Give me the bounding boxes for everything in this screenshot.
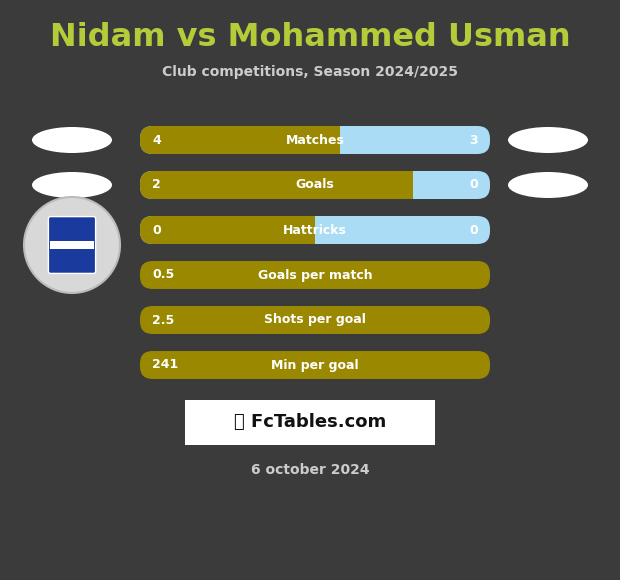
Text: Shots per goal: Shots per goal bbox=[264, 314, 366, 327]
Text: 0: 0 bbox=[469, 179, 478, 191]
Text: 6 october 2024: 6 october 2024 bbox=[250, 463, 370, 477]
FancyBboxPatch shape bbox=[140, 216, 490, 244]
Text: 📊 FcTables.com: 📊 FcTables.com bbox=[234, 414, 386, 432]
Text: Matches: Matches bbox=[286, 133, 345, 147]
Text: 0.5: 0.5 bbox=[152, 269, 174, 281]
Text: 4: 4 bbox=[152, 133, 161, 147]
Circle shape bbox=[24, 197, 120, 293]
FancyBboxPatch shape bbox=[185, 400, 435, 445]
FancyBboxPatch shape bbox=[140, 351, 490, 379]
FancyBboxPatch shape bbox=[140, 171, 490, 199]
Ellipse shape bbox=[32, 127, 112, 153]
Text: Goals: Goals bbox=[296, 179, 334, 191]
Text: Min per goal: Min per goal bbox=[271, 358, 359, 372]
Text: 0: 0 bbox=[152, 223, 161, 237]
FancyBboxPatch shape bbox=[140, 216, 490, 244]
FancyBboxPatch shape bbox=[140, 126, 490, 154]
FancyBboxPatch shape bbox=[140, 126, 490, 154]
FancyBboxPatch shape bbox=[140, 261, 490, 289]
Text: Nidam vs Mohammed Usman: Nidam vs Mohammed Usman bbox=[50, 23, 570, 53]
Text: 3: 3 bbox=[469, 133, 478, 147]
FancyBboxPatch shape bbox=[140, 171, 490, 199]
FancyBboxPatch shape bbox=[140, 306, 490, 334]
Text: 0: 0 bbox=[469, 223, 478, 237]
Text: Hattricks: Hattricks bbox=[283, 223, 347, 237]
Text: Club competitions, Season 2024/2025: Club competitions, Season 2024/2025 bbox=[162, 65, 458, 79]
Text: Goals per match: Goals per match bbox=[258, 269, 373, 281]
Ellipse shape bbox=[508, 172, 588, 198]
Text: 2: 2 bbox=[152, 179, 161, 191]
Text: 2.5: 2.5 bbox=[152, 314, 174, 327]
Bar bbox=[50, 241, 94, 249]
FancyBboxPatch shape bbox=[48, 216, 95, 273]
Ellipse shape bbox=[32, 172, 112, 198]
Text: 241: 241 bbox=[152, 358, 179, 372]
Ellipse shape bbox=[508, 127, 588, 153]
